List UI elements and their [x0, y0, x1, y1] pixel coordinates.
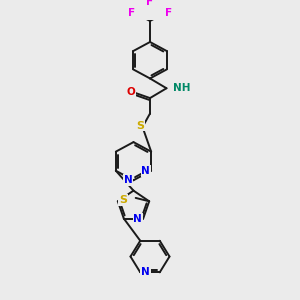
- Text: N: N: [134, 214, 142, 224]
- Text: F: F: [165, 8, 172, 18]
- Text: F: F: [146, 0, 154, 7]
- Text: N: N: [124, 175, 133, 185]
- Text: F: F: [128, 8, 135, 18]
- Text: N: N: [141, 166, 150, 176]
- Text: NH: NH: [173, 83, 190, 93]
- Text: O: O: [127, 87, 136, 97]
- Text: N: N: [141, 267, 150, 277]
- Text: S: S: [119, 195, 127, 205]
- Text: S: S: [136, 121, 144, 130]
